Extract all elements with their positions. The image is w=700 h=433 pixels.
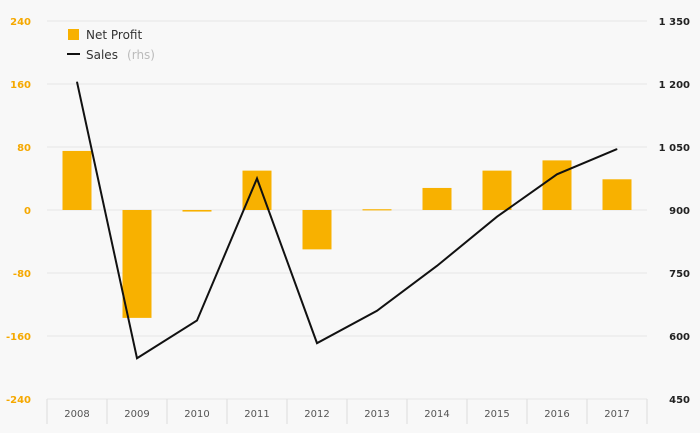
x-tick-label-2014: 2014: [424, 409, 449, 420]
bar-2014: [422, 187, 452, 210]
sales-point-2013: [376, 310, 378, 312]
bar-2015: [482, 170, 512, 210]
bar-series-net-profit: [62, 150, 632, 318]
bar-2010: [182, 210, 212, 212]
right-tick-label-3: 900: [669, 206, 690, 217]
x-tick-label-2016: 2016: [544, 409, 569, 420]
x-tick-label-2013: 2013: [364, 409, 389, 420]
x-tick-label-2008: 2008: [64, 409, 89, 420]
right-axis-ticks: 1 350 1 200 1 050 900 750 600 450: [659, 17, 690, 406]
sales-point-2016: [556, 173, 558, 175]
x-tick-label-2015: 2015: [484, 409, 509, 420]
sales-point-2015: [496, 216, 498, 218]
left-tick-label-6: -240: [6, 395, 31, 406]
sales-point-2012: [316, 342, 318, 344]
sales-point-2010: [196, 319, 198, 321]
right-tick-label-1: 1 200: [659, 80, 690, 91]
right-tick-label-0: 1 350: [659, 17, 690, 28]
left-tick-label-0: 240: [10, 17, 31, 28]
bar-2009: [122, 210, 152, 318]
right-tick-label-4: 750: [669, 269, 690, 280]
right-tick-label-2: 1 050: [659, 143, 690, 154]
bar-2016: [542, 160, 572, 210]
x-tick-label-2017: 2017: [604, 409, 629, 420]
x-tick-label-2011: 2011: [244, 409, 269, 420]
bar-2008: [62, 150, 92, 210]
legend-label-sales-suffix: (rhs): [127, 48, 155, 62]
legend-label-sales: Sales (rhs): [86, 44, 155, 63]
left-axis-ticks: 240 160 80 0 -80 -160 -240: [6, 17, 31, 406]
left-tick-label-2: 80: [17, 143, 31, 154]
bar-2017: [602, 179, 632, 210]
sales-line: [76, 81, 618, 360]
legend-label-sales-name: Sales: [86, 48, 118, 62]
left-tick-label-4: -80: [13, 269, 31, 280]
left-tick-label-5: -160: [6, 332, 31, 343]
sales-point-2014: [436, 265, 438, 267]
left-tick-label-3: 0: [24, 206, 31, 217]
bar-2012: [302, 210, 332, 250]
line-series-sales: [76, 81, 618, 360]
x-tick-label-2012: 2012: [304, 409, 329, 420]
legend-label-net-profit: Net Profit: [86, 28, 142, 42]
sales-point-2009: [136, 357, 138, 359]
legend: Net Profit Sales (rhs): [67, 28, 155, 63]
sales-point-2017: [616, 148, 618, 150]
left-tick-label-1: 160: [10, 80, 31, 91]
legend-swatch-net-profit: [68, 29, 79, 40]
x-tick-label-2010: 2010: [184, 409, 209, 420]
x-axis-ticks: 2008 2009 2010 2011 2012 2013 2014 2015 2016 2017: [64, 409, 629, 420]
right-tick-label-5: 600: [669, 332, 690, 343]
x-tick-label-2009: 2009: [124, 409, 149, 420]
right-tick-label-6: 450: [669, 395, 690, 406]
sales-point-2011: [256, 178, 258, 179]
sales-point-2008: [76, 81, 78, 83]
bar-2013: [362, 209, 392, 211]
